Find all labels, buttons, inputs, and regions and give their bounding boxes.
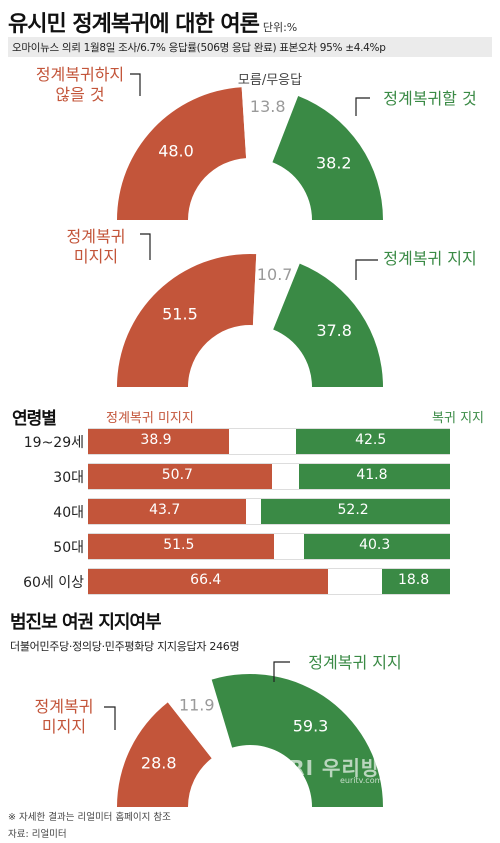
survey-subtitle: 오마이뉴스 의뢰 1월8일 조사/6.7% 응답률(506명 응답 완료) 표본… — [12, 42, 386, 54]
gauge-slice — [252, 254, 300, 330]
gauge-chart-support: 51.5 정계복귀 미지지 10.7 37.8 정계복귀 지지 — [67, 227, 477, 387]
age-bar-track: 66.4 18.8 — [88, 568, 450, 595]
bar-oppose: 38.9 — [88, 429, 229, 454]
gauge-slice — [117, 702, 212, 807]
bar-oppose: 43.7 — [88, 499, 247, 524]
bar-value-support: 52.2 — [337, 502, 369, 518]
gauge-chart-return: 48.0 정계복귀하지 않을 것 13.8 모름/무응답 38.2 정계복귀할 것 — [36, 65, 477, 220]
leader-line — [355, 97, 370, 116]
bar-value-oppose: 38.9 — [140, 432, 172, 448]
leader-line — [355, 259, 378, 280]
gauge-value-label: 51.5 — [162, 305, 198, 324]
gauge-slice — [211, 674, 383, 807]
age-bar-track: 38.9 42.5 — [88, 428, 450, 455]
age-row: 40대 43.7 52.2 — [8, 498, 492, 525]
age-bar-track: 43.7 52.2 — [88, 498, 450, 525]
age-category-label: 40대 — [53, 505, 84, 521]
bar-value-oppose: 50.7 — [161, 467, 193, 483]
leader-line — [104, 706, 116, 730]
bar-support: 52.2 — [261, 499, 450, 524]
gauge-category-label: 모름/무응답 — [238, 73, 302, 88]
gauge-slice — [273, 263, 383, 387]
age-section-title: 연령별 — [12, 409, 57, 429]
gauge-value-label: 13.8 — [250, 97, 286, 116]
gauge-value-label: 59.3 — [293, 717, 329, 736]
bar-value-oppose: 43.7 — [149, 502, 181, 518]
bar-value-oppose: 51.5 — [163, 537, 195, 553]
gauge-category-label: 정계복귀 지지 — [308, 653, 401, 672]
unit-label: 단위:% — [262, 21, 298, 34]
bar-value-support: 40.3 — [359, 537, 391, 553]
bar-value-support: 18.8 — [397, 572, 430, 588]
title-block: 유시민 정계복귀에 대한 여론 단위:% — [8, 6, 297, 38]
leader-line — [130, 73, 141, 96]
age-category-label: 50대 — [53, 540, 84, 556]
gauge-category-label: 정계복귀 미지지 — [35, 697, 94, 736]
gauge-slice — [167, 679, 233, 759]
gauge-category-label: 정계복귀할 것 — [383, 89, 476, 108]
subtitle-bar — [8, 37, 492, 57]
gauge-chart-progressive: 28.8 정계복귀 미지지 11.9 59.3 정계복귀 지지 — [35, 653, 402, 807]
gauge-category-label: 정계복귀하지 않을 것 — [36, 65, 124, 104]
bar-value-support: 42.5 — [355, 432, 387, 448]
gauge-slice — [117, 87, 247, 220]
gauge-slice — [117, 254, 257, 387]
gauge-value-label: 37.8 — [316, 321, 352, 340]
bar-value-oppose: 66.4 — [190, 572, 222, 588]
bar-support: 42.5 — [296, 429, 450, 454]
gauge-value-label: 10.7 — [257, 265, 293, 284]
bar-support: 40.3 — [304, 534, 450, 559]
age-category-label: 30대 — [53, 470, 84, 486]
source-credit: 자료: 리얼미터 — [8, 829, 67, 840]
age-bar-track: 50.7 41.8 — [88, 463, 450, 490]
age-legend-support: 복귀 지지 — [432, 411, 484, 426]
leader-line — [140, 233, 151, 260]
age-row: 30대 50.7 41.8 — [8, 463, 492, 490]
age-bar-track: 51.5 40.3 — [88, 533, 450, 560]
bar-support: 41.8 — [298, 464, 450, 489]
section-title-progressive: 범진보 여권 지지여부 — [10, 612, 162, 633]
bar-support: 18.8 — [381, 569, 450, 594]
gauge-category-label: 정계복귀 지지 — [383, 249, 476, 268]
gauge-value-label: 48.0 — [158, 142, 194, 161]
age-category-label: 60세 이상 — [23, 575, 84, 591]
bar-oppose: 51.5 — [88, 534, 275, 559]
page-title: 유시민 정계복귀에 대한 여론 — [8, 12, 260, 37]
gauge-category-label: 정계복귀 미지지 — [67, 227, 126, 266]
gauge-slice — [241, 87, 299, 163]
leader-line — [273, 661, 290, 682]
watermark-logo: URI 우리방송뉴스 — [272, 756, 439, 780]
age-legend-oppose: 정계복귀 미지지 — [106, 411, 194, 426]
gauge-slice — [272, 96, 383, 220]
watermark-url: euritv.com — [340, 776, 383, 785]
age-row: 50대 51.5 40.3 — [8, 533, 492, 560]
age-category-label: 19~29세 — [23, 435, 84, 451]
gauge-value-label: 11.9 — [179, 696, 215, 715]
age-row: 19~29세 38.9 42.5 — [8, 428, 492, 455]
age-row: 60세 이상 66.4 18.8 — [8, 568, 492, 595]
gauge-value-label: 28.8 — [141, 754, 177, 773]
bar-oppose: 50.7 — [88, 464, 272, 489]
bar-oppose: 66.4 — [88, 569, 329, 594]
section-subtitle-progressive: 더불어민주당·정의당·민주평화당 지지응답자 246명 — [10, 640, 240, 653]
bar-value-support: 41.8 — [356, 467, 388, 483]
footnote: ※ 자세한 결과는 리얼미터 홈페이지 참조 — [8, 812, 171, 823]
gauge-value-label: 38.2 — [316, 154, 352, 173]
